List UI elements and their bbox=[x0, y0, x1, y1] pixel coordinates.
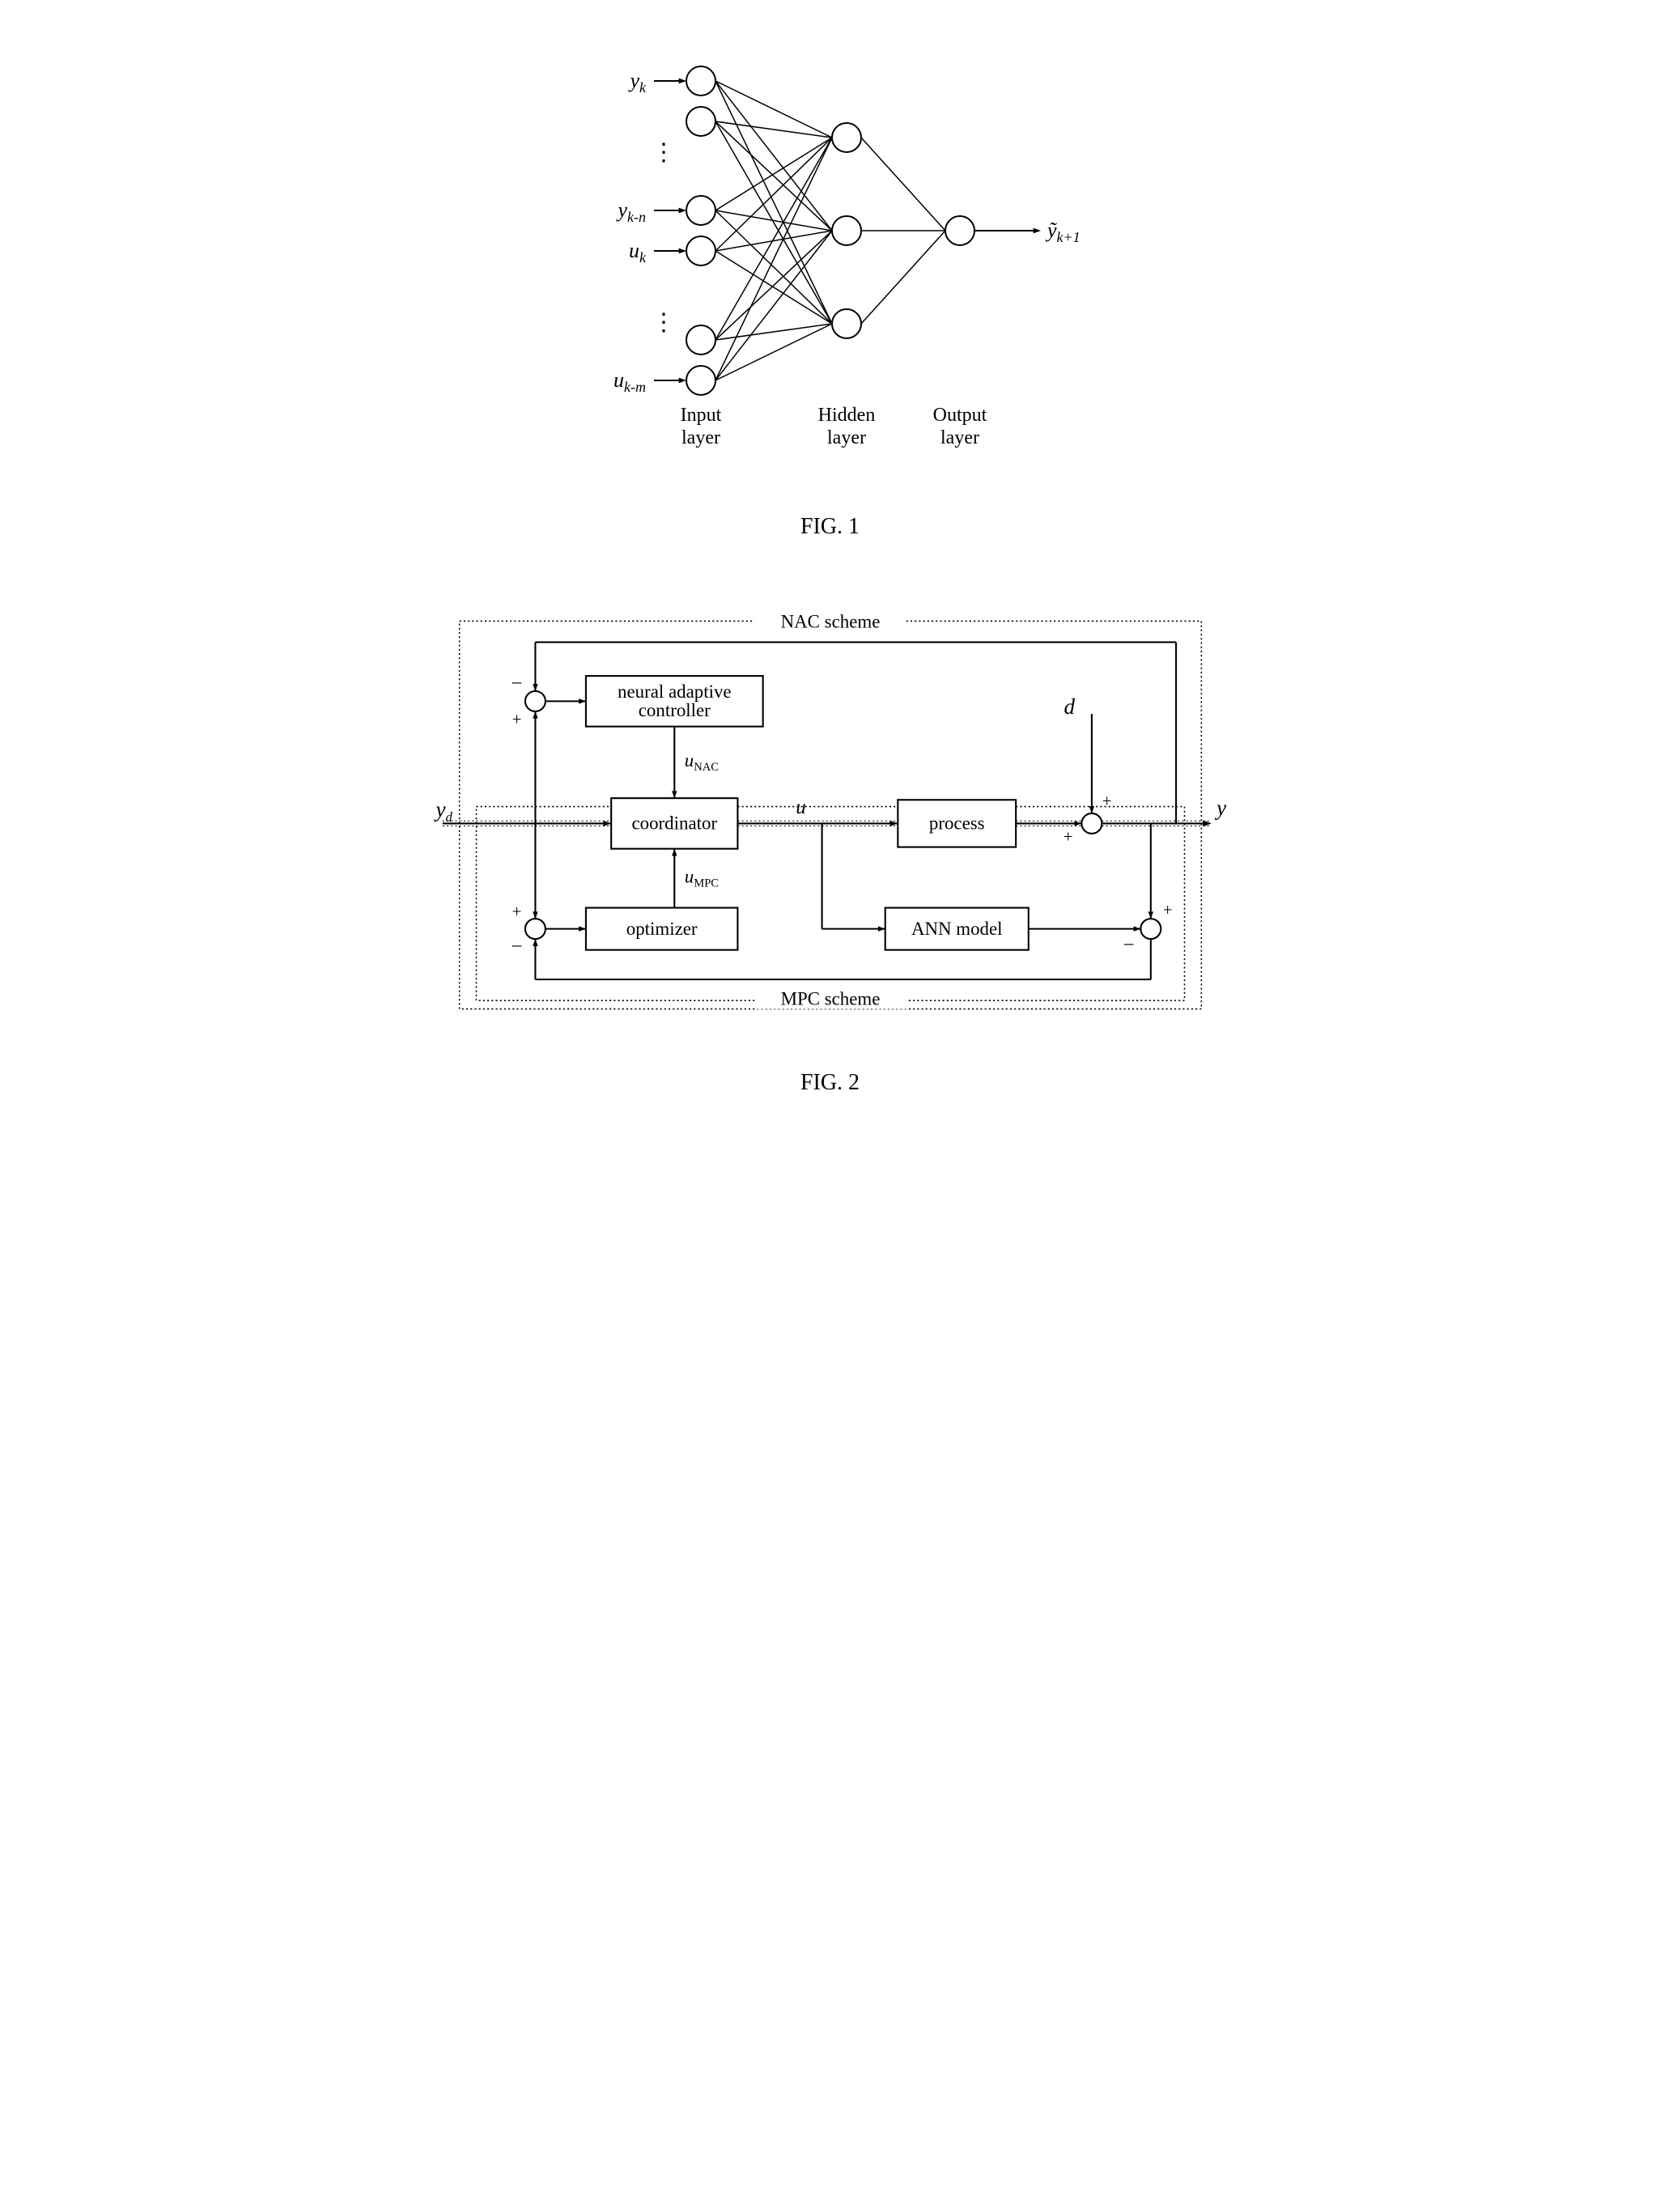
svg-text:neural adaptive: neural adaptive bbox=[618, 681, 732, 702]
figure-1: ykyk-nukuk-m⋮⋮ỹk+1InputlayerHiddenlayerO… bbox=[32, 32, 1628, 540]
svg-text:+: + bbox=[1063, 826, 1072, 846]
svg-text:u: u bbox=[796, 796, 806, 818]
svg-text:ỹk+1: ỹk+1 bbox=[1045, 219, 1080, 245]
svg-text:⋮: ⋮ bbox=[652, 139, 676, 166]
svg-text:+: + bbox=[512, 710, 521, 729]
svg-text:NAC scheme: NAC scheme bbox=[780, 612, 880, 632]
svg-text:layer: layer bbox=[940, 427, 979, 448]
svg-text:controller: controller bbox=[638, 700, 710, 720]
svg-text:+: + bbox=[1102, 792, 1111, 811]
svg-text:–: – bbox=[1123, 933, 1134, 953]
svg-text:uNAC: uNAC bbox=[684, 750, 718, 774]
svg-text:d: d bbox=[1064, 694, 1075, 719]
svg-text:layer: layer bbox=[827, 427, 866, 448]
fig1-caption: FIG. 1 bbox=[32, 514, 1628, 540]
svg-text:MPC scheme: MPC scheme bbox=[780, 988, 880, 1008]
fig1-svg: ykyk-nukuk-m⋮⋮ỹk+1InputlayerHiddenlayerO… bbox=[523, 32, 1138, 486]
svg-text:y: y bbox=[1214, 796, 1227, 820]
svg-text:–: – bbox=[511, 672, 521, 692]
svg-text:yk-n: yk-n bbox=[615, 198, 646, 225]
svg-text:process: process bbox=[928, 813, 984, 834]
svg-text:+: + bbox=[512, 902, 521, 921]
svg-text:uk-m: uk-m bbox=[613, 368, 646, 395]
svg-text:optimizer: optimizer bbox=[626, 919, 697, 939]
fig2-svg: NAC scheme MPC scheme neural adaptivecontr… bbox=[426, 588, 1235, 1042]
svg-text:ANN model: ANN model bbox=[911, 919, 1002, 939]
svg-text:uMPC: uMPC bbox=[684, 866, 718, 889]
svg-text:layer: layer bbox=[681, 427, 720, 448]
svg-text:coordinator: coordinator bbox=[631, 813, 717, 834]
svg-text:–: – bbox=[511, 935, 521, 955]
svg-text:+: + bbox=[1162, 900, 1172, 919]
svg-text:Input: Input bbox=[680, 405, 721, 426]
figure-2: NAC scheme MPC scheme neural adaptivecontr… bbox=[32, 588, 1628, 1096]
svg-text:yk: yk bbox=[627, 69, 647, 96]
svg-text:Hidden: Hidden bbox=[817, 405, 875, 426]
svg-text:Output: Output bbox=[932, 405, 987, 426]
fig2-caption: FIG. 2 bbox=[32, 1070, 1628, 1096]
svg-text:⋮: ⋮ bbox=[652, 309, 676, 336]
svg-text:uk: uk bbox=[629, 239, 647, 265]
